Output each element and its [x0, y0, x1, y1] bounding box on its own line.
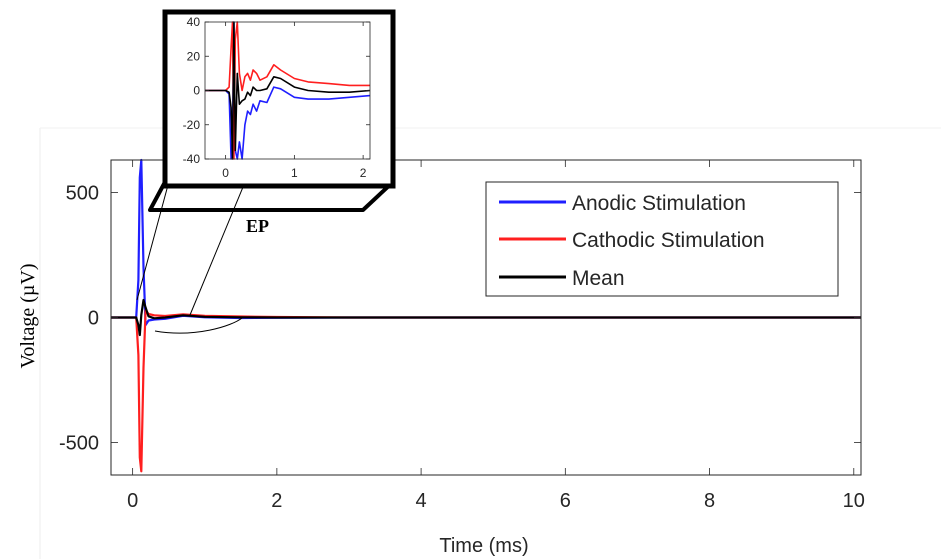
inset-y-tick-label: 40 — [187, 15, 201, 29]
main-x-tick-label: 8 — [704, 490, 715, 512]
zoom-region-ellipse — [154, 317, 243, 334]
main-y-tick-label: 0 — [88, 308, 99, 330]
inset-x-tick-label: 2 — [360, 166, 367, 180]
main-y-ticks: -500 0 500 — [59, 183, 861, 455]
inset-y-tick-label: 0 — [193, 84, 200, 98]
main-y-tick-label: -500 — [59, 433, 99, 455]
y-axis-label: Voltage (µV) — [17, 263, 39, 368]
main-x-tick-label: 0 — [127, 490, 138, 512]
inset-y-ticks: -40 -20 0 20 40 — [183, 15, 370, 166]
inset-series-mean — [205, 21, 371, 160]
inset-y-tick-label: -40 — [183, 152, 201, 166]
main-x-ticks: 0 2 4 6 8 10 — [127, 160, 865, 512]
main-series-mean — [111, 298, 861, 337]
legend-label-cathodic: Cathodic Stimulation — [572, 229, 765, 252]
ep-zoom-line — [136, 184, 169, 301]
legend-label-anodic: Anodic Stimulation — [572, 192, 746, 215]
inset-y-tick-label: -20 — [183, 118, 201, 132]
main-x-tick-label: 2 — [271, 490, 282, 512]
main-x-tick-label: 6 — [560, 490, 571, 512]
inset-series-cathodic-stimulation — [205, 21, 370, 160]
inset-x-tick-label: 0 — [222, 166, 229, 180]
ep-annotation: EP — [246, 216, 269, 236]
main-curves — [111, 158, 861, 473]
inset-y-tick-label: 20 — [187, 49, 201, 63]
inset-x-tick-label: 1 — [291, 166, 298, 180]
x-axis-label: Time (ms) — [439, 535, 528, 557]
legend: Anodic Stimulation Cathodic Stimulation … — [485, 181, 839, 297]
main-x-tick-label: 4 — [416, 490, 427, 512]
inset-x-ticks: 0 1 2 — [222, 22, 367, 180]
inset-plot: 0 1 2 -40 -20 0 20 40 — [162, 9, 396, 189]
main-y-tick-label: 500 — [66, 183, 99, 205]
main-x-tick-label: 10 — [843, 490, 865, 512]
legend-label-mean: Mean — [572, 267, 625, 290]
